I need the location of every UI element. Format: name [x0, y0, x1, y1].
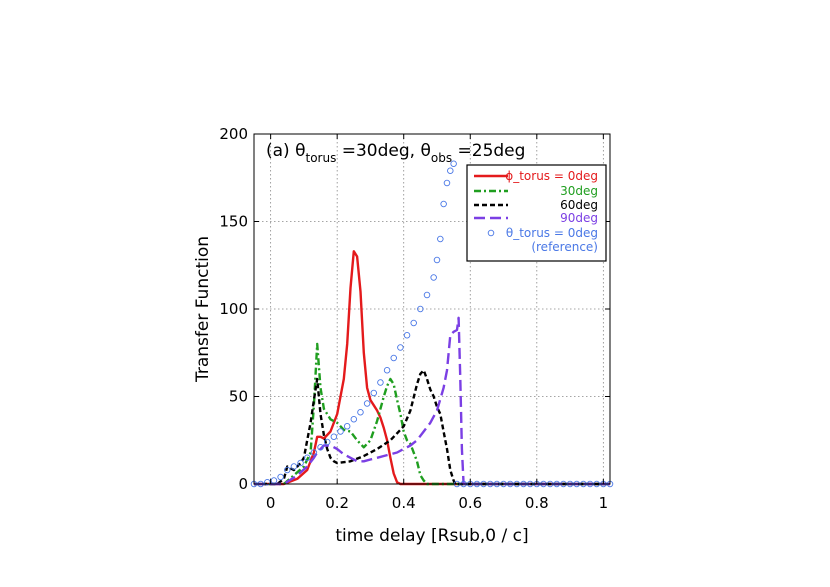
series-line-2 [254, 369, 610, 486]
data-point [323, 438, 331, 446]
data-point [403, 332, 411, 339]
legend-label-sub: (reference) [531, 240, 598, 254]
series-layer [250, 160, 614, 488]
x-axis-label: time delay [Rsub,0 / c] [335, 526, 528, 546]
data-point [270, 477, 278, 484]
data-point [433, 256, 441, 264]
data-point [303, 454, 311, 462]
x-tick-label: 1 [599, 494, 609, 512]
y-tick-label: 200 [219, 125, 248, 143]
y-tick-label: 100 [219, 300, 248, 318]
data-point [410, 319, 417, 327]
x-tick-label: 0.8 [525, 494, 549, 512]
x-tick-label: 0.4 [392, 494, 416, 512]
data-point [437, 235, 444, 243]
series-line-3 [254, 316, 610, 486]
data-point [423, 291, 431, 299]
legend-marker [487, 229, 495, 237]
legend-label: 30deg [560, 184, 598, 198]
data-point [447, 167, 454, 174]
data-point [390, 354, 397, 362]
data-point [264, 479, 271, 486]
data-point [417, 305, 424, 313]
data-point [317, 444, 324, 451]
data-point [397, 344, 404, 351]
x-tick-label: 0.6 [458, 494, 482, 512]
data-point [443, 179, 451, 187]
legend-label: θ_torus = 0deg [506, 226, 598, 240]
annotation-label: (a) θtorus =30deg, θobs =25deg [266, 141, 525, 165]
y-tick-label: 50 [229, 388, 248, 406]
y-axis-label: Transfer Function [193, 236, 213, 383]
data-point [343, 423, 351, 430]
data-point [377, 379, 384, 386]
legend-label: 60deg [560, 198, 598, 212]
data-point [363, 400, 371, 407]
data-point [310, 449, 318, 456]
data-point [430, 274, 437, 281]
data-point [350, 416, 358, 423]
data-point [450, 160, 457, 167]
data-point [440, 200, 447, 208]
data-point [290, 463, 298, 470]
data-point [297, 459, 304, 467]
data-point [330, 433, 338, 441]
legend-label: ϕ_torus = 0deg [505, 169, 598, 183]
y-tick-label: 0 [238, 475, 248, 493]
data-point [357, 409, 364, 416]
y-tick-label: 150 [219, 213, 248, 231]
series-line-1 [254, 342, 610, 486]
data-point [284, 466, 291, 474]
data-point [337, 428, 344, 435]
series-line-0 [254, 250, 610, 486]
data-point [277, 473, 284, 481]
data-point [383, 367, 391, 374]
data-point [370, 389, 378, 397]
legend-box [466, 164, 607, 262]
x-tick-label: 0.2 [325, 494, 349, 512]
legend-label: 90deg [560, 211, 598, 225]
ticks: 0 0.2 0.4 0.6 0.8 1 0 50 100 150 200 [219, 125, 610, 512]
x-tick-label: 0 [266, 494, 276, 512]
